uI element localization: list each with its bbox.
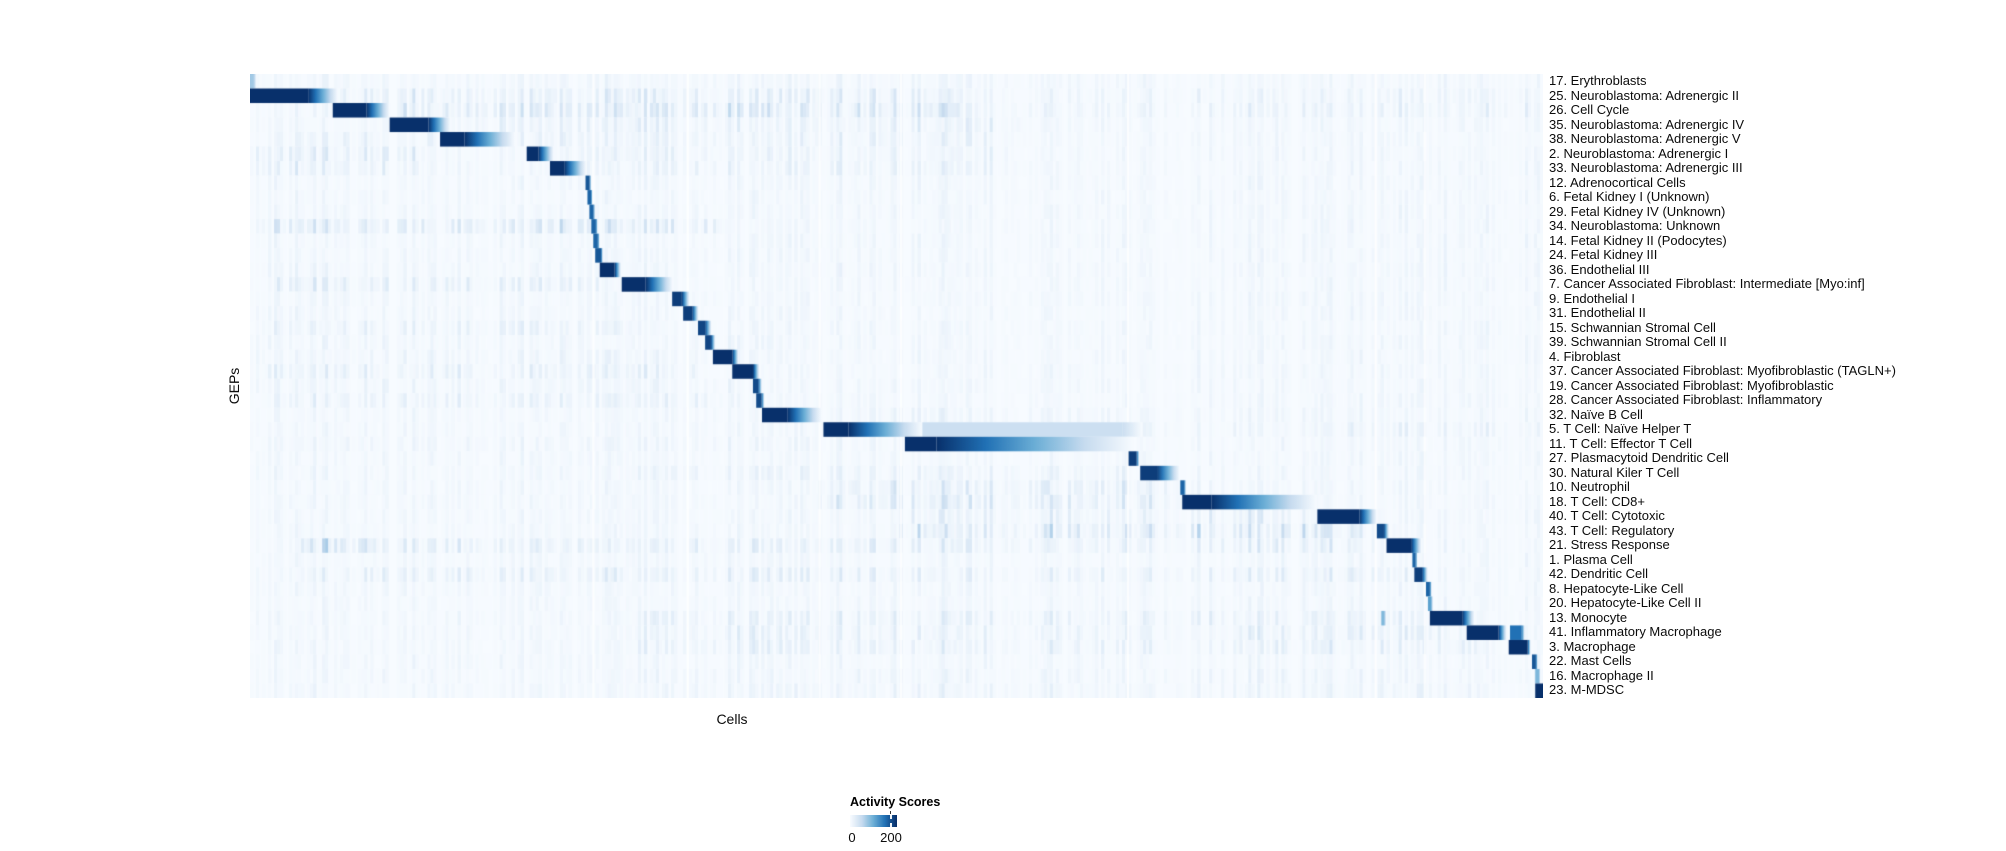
gep-row-label: 19. Cancer Associated Fibroblast: Myofib…	[1549, 377, 1834, 393]
activity-scores-legend: Activity Scores 0 200	[848, 795, 941, 846]
gep-row-label: 40. T Cell: Cytotoxic	[1549, 508, 1665, 523]
gep-row-label: 22. Mast Cells	[1549, 653, 1632, 668]
colorbar-tick	[890, 811, 892, 814]
gep-row-label: 29. Fetal Kidney IV (Unknown)	[1549, 203, 1726, 219]
heatmap-canvas	[250, 74, 1543, 698]
gep-row-label: 2. Neuroblastoma: Adrenergic I	[1549, 145, 1729, 161]
gep-row-label: 3. Macrophage	[1549, 638, 1636, 654]
gep-row-label: 13. Monocyte	[1549, 609, 1628, 625]
gep-row-label: 33. Neuroblastoma: Adrenergic III	[1549, 160, 1743, 175]
gep-row-label: 9. Endothelial I	[1549, 290, 1636, 306]
gep-row-label: 1. Plasma Cell	[1549, 551, 1633, 567]
gep-row-label: 6. Fetal Kidney I (Unknown)	[1549, 189, 1710, 204]
gep-row-label: 30. Natural Kiler T Cell	[1549, 464, 1680, 480]
gep-row-label: 14. Fetal Kidney II (Podocytes)	[1549, 232, 1727, 248]
gep-row-label: 20. Hepatocyte-Like Cell II	[1549, 595, 1702, 610]
legend-max-label: 200	[880, 830, 902, 845]
colorbar-tick	[890, 823, 892, 827]
gep-row-label: 11. T Cell: Effector T Cell	[1549, 435, 1693, 451]
gep-row-label: 42. Dendritic Cell	[1549, 566, 1648, 581]
gep-row-label: 18. T Cell: CD8+	[1549, 493, 1645, 509]
gep-row-label: 21. Stress Response	[1549, 537, 1670, 552]
gep-row-label: 28. Cancer Associated Fibroblast: Inflam…	[1549, 392, 1823, 407]
gep-row-label: 12. Adrenocortical Cells	[1549, 174, 1686, 190]
gep-row-label: 43. T Cell: Regulatory	[1549, 522, 1675, 538]
y-axis-label: GEPs	[226, 367, 242, 405]
colorbar-tick	[890, 815, 892, 819]
legend-title: Activity Scores	[850, 795, 941, 809]
legend-colorbar	[850, 811, 897, 827]
x-axis-label: Cells	[716, 711, 748, 727]
gep-row-label: 26. Cell Cycle	[1549, 102, 1630, 117]
gep-row-label: 23. M-MDSC	[1549, 682, 1625, 697]
gep-row-label: 38. Neuroblastoma: Adrenergic V	[1549, 131, 1741, 146]
gep-row-label: 32. Naïve B Cell	[1549, 406, 1643, 422]
gep-row-label: 25. Neuroblastoma: Adrenergic II	[1549, 87, 1740, 103]
gep-row-labels: 17. Erythroblasts 25. Neuroblastoma: Adre…	[1549, 73, 1896, 698]
gep-row-label: 36. Endothelial III	[1549, 261, 1650, 277]
gep-row-label: 34. Neuroblastoma: Unknown	[1549, 218, 1721, 233]
gep-row-label: 4. Fibroblast	[1549, 348, 1621, 364]
gep-row-label: 10. Neutrophil	[1549, 479, 1630, 494]
gep-row-label: 17. Erythroblasts	[1549, 73, 1647, 88]
gep-row-label: 27. Plasmacytoid Dendritic Cell	[1549, 450, 1729, 465]
gep-row-label: 39. Schwannian Stromal Cell II	[1549, 334, 1727, 349]
legend-tick-labels: 0 200	[848, 830, 910, 846]
colorbar-gradient	[850, 815, 897, 827]
gep-row-label: 16. Macrophage II	[1549, 667, 1654, 683]
gep-row-label: 15. Schwannian Stromal Cell	[1549, 319, 1716, 335]
gep-row-label: 8. Hepatocyte-Like Cell	[1549, 580, 1684, 596]
gep-row-label: 35. Neuroblastoma: Adrenergic IV	[1549, 116, 1745, 132]
gep-row-label: 5. T Cell: Naïve Helper T	[1549, 421, 1692, 436]
gep-row-label: 41. Inflammatory Macrophage	[1549, 624, 1722, 639]
gep-row-label: 31. Endothelial II	[1549, 305, 1646, 320]
gep-row-label: 37. Cancer Associated Fibroblast: Myofib…	[1549, 363, 1896, 378]
gep-row-label: 24. Fetal Kidney III	[1549, 247, 1658, 262]
legend-min-label: 0	[848, 830, 856, 845]
gep-row-label: 7. Cancer Associated Fibroblast: Interme…	[1549, 276, 1865, 291]
